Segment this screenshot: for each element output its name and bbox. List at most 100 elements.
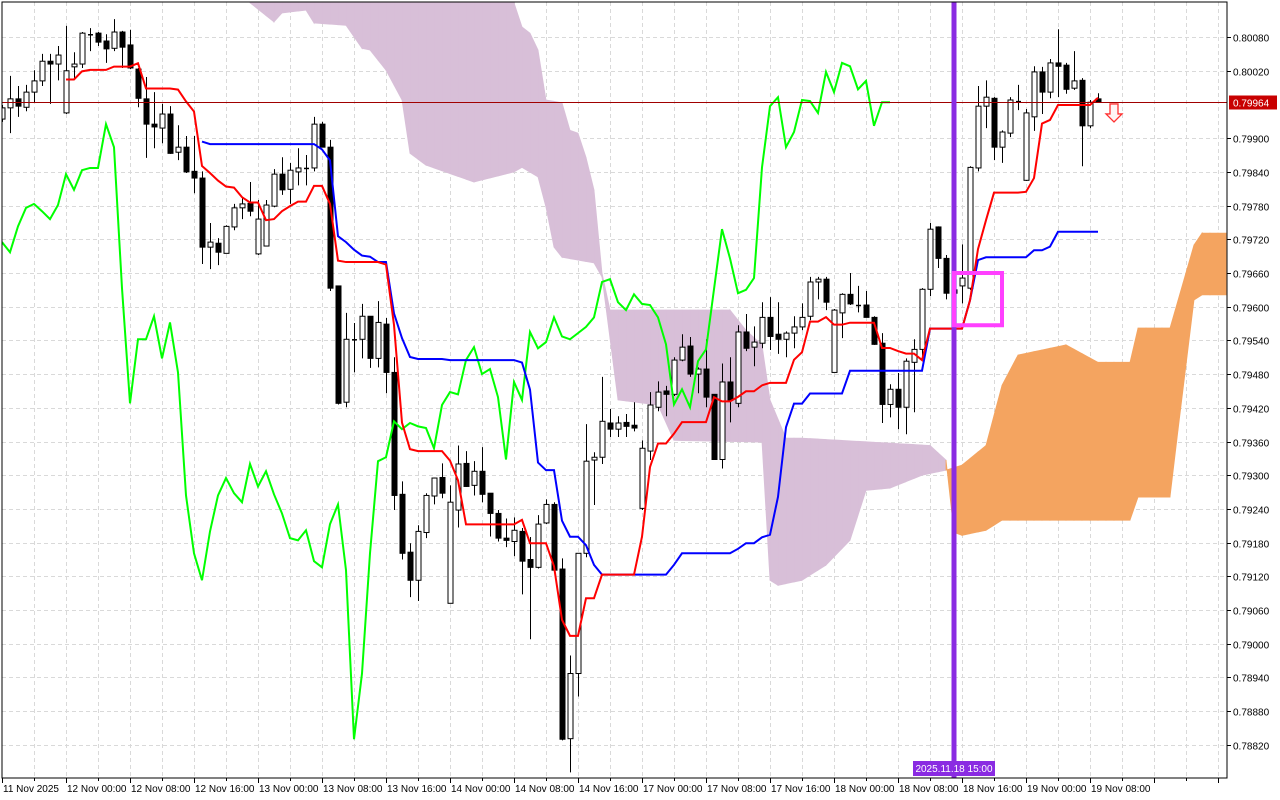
candle-body xyxy=(783,332,790,340)
candle-body xyxy=(135,68,142,99)
candle-body xyxy=(255,218,262,255)
candle-body xyxy=(239,203,246,209)
chikou-span-line xyxy=(2,61,890,740)
candle xyxy=(856,285,861,313)
candle-body xyxy=(895,388,902,408)
candle-body xyxy=(631,424,638,429)
candle-body xyxy=(591,456,598,461)
cloud-segment xyxy=(1097,361,1107,521)
candle-body xyxy=(343,338,350,403)
candle-body xyxy=(487,492,494,514)
cloud-segment xyxy=(921,444,931,476)
candle xyxy=(15,85,22,117)
time-tick-label: 18 Nov 16:00 xyxy=(963,784,1023,795)
candle xyxy=(255,199,262,256)
cloud-segment xyxy=(889,442,899,489)
candle xyxy=(1039,66,1046,115)
candle xyxy=(375,301,382,368)
time-tick-label: 19 Nov 00:00 xyxy=(1027,784,1087,795)
price-tick-label: 0.79720 xyxy=(1233,236,1270,247)
candle xyxy=(895,372,902,430)
candle-body xyxy=(503,537,510,541)
cloud-segment xyxy=(457,2,467,180)
price-axis[interactable]: 0.80080 0.80020 0.79900 0.79840 0.79780 0.797… xyxy=(1227,34,1270,753)
candle xyxy=(79,32,86,68)
cloud-segment xyxy=(873,441,883,491)
cloud-segment xyxy=(505,2,515,175)
candle xyxy=(231,203,238,231)
cloud-segment xyxy=(649,309,659,406)
candle-body xyxy=(663,390,670,395)
cloud-segment xyxy=(969,451,979,535)
candle xyxy=(423,493,430,539)
candle xyxy=(1055,29,1062,98)
candle xyxy=(215,238,222,266)
time-tick-label: 18 Nov 08:00 xyxy=(899,784,959,795)
candle xyxy=(759,302,766,349)
cloud-segment xyxy=(273,2,283,23)
cloud-segment xyxy=(1073,348,1083,521)
cloud-segment xyxy=(425,2,435,169)
candle xyxy=(279,157,286,195)
vertical-line-time-label: 2025.11.18 15:00 xyxy=(915,764,993,775)
candle-body xyxy=(215,242,222,253)
cloud-segment xyxy=(1001,369,1011,521)
candle xyxy=(63,25,70,115)
cloud-segment xyxy=(633,309,643,404)
candle xyxy=(559,558,566,741)
cloud-segment xyxy=(345,2,355,39)
candle-body xyxy=(71,63,78,68)
candle-body xyxy=(615,422,622,430)
candle-body xyxy=(607,422,614,430)
cloud-segment xyxy=(897,443,907,486)
candle xyxy=(183,135,190,174)
time-axis[interactable]: 11 Nov 2025 12 Nov 00:00 12 Nov 08:00 12 No… xyxy=(2,778,1219,795)
candle xyxy=(711,393,718,461)
candle xyxy=(767,297,774,350)
cloud-segment xyxy=(473,2,483,183)
candle xyxy=(239,197,246,220)
candle-body xyxy=(815,278,822,283)
candle-body xyxy=(143,98,150,125)
candle-body xyxy=(687,345,694,375)
price-tick-label: 0.79060 xyxy=(1233,607,1270,618)
candle-body xyxy=(103,40,110,50)
candle xyxy=(223,225,230,254)
cloud-segment xyxy=(465,2,475,183)
tenkan-sen-line xyxy=(66,61,1099,637)
cloud-segment xyxy=(593,189,603,279)
cloud-segment xyxy=(361,2,371,51)
candle xyxy=(679,334,686,362)
cloud-segment xyxy=(1153,327,1163,498)
candle xyxy=(151,92,158,149)
cloud-segment xyxy=(793,437,803,583)
candle xyxy=(543,499,550,525)
candle xyxy=(647,392,654,461)
candle-body xyxy=(575,552,582,675)
cloud-segment xyxy=(681,309,691,442)
candle xyxy=(983,80,990,129)
candle xyxy=(103,34,110,63)
sell-arrow-down-icon xyxy=(1104,103,1124,123)
candle-body xyxy=(55,54,62,65)
candle xyxy=(671,357,678,397)
cloud-segment xyxy=(857,440,867,516)
candle xyxy=(1047,58,1054,99)
candle-body xyxy=(159,113,166,129)
cloud-segment xyxy=(513,2,523,173)
candle-body xyxy=(1007,99,1014,134)
candle-body xyxy=(927,228,934,290)
cloud-segment xyxy=(1145,327,1155,498)
candle-body xyxy=(287,169,294,190)
candle xyxy=(839,293,846,339)
candle xyxy=(495,510,502,542)
candle xyxy=(23,84,30,112)
cloud-segment xyxy=(433,2,443,172)
candle-body xyxy=(359,315,366,340)
candle-body xyxy=(823,278,830,303)
candle-body xyxy=(39,60,46,82)
candle-body xyxy=(999,131,1006,148)
cloud-segment xyxy=(1041,347,1051,521)
